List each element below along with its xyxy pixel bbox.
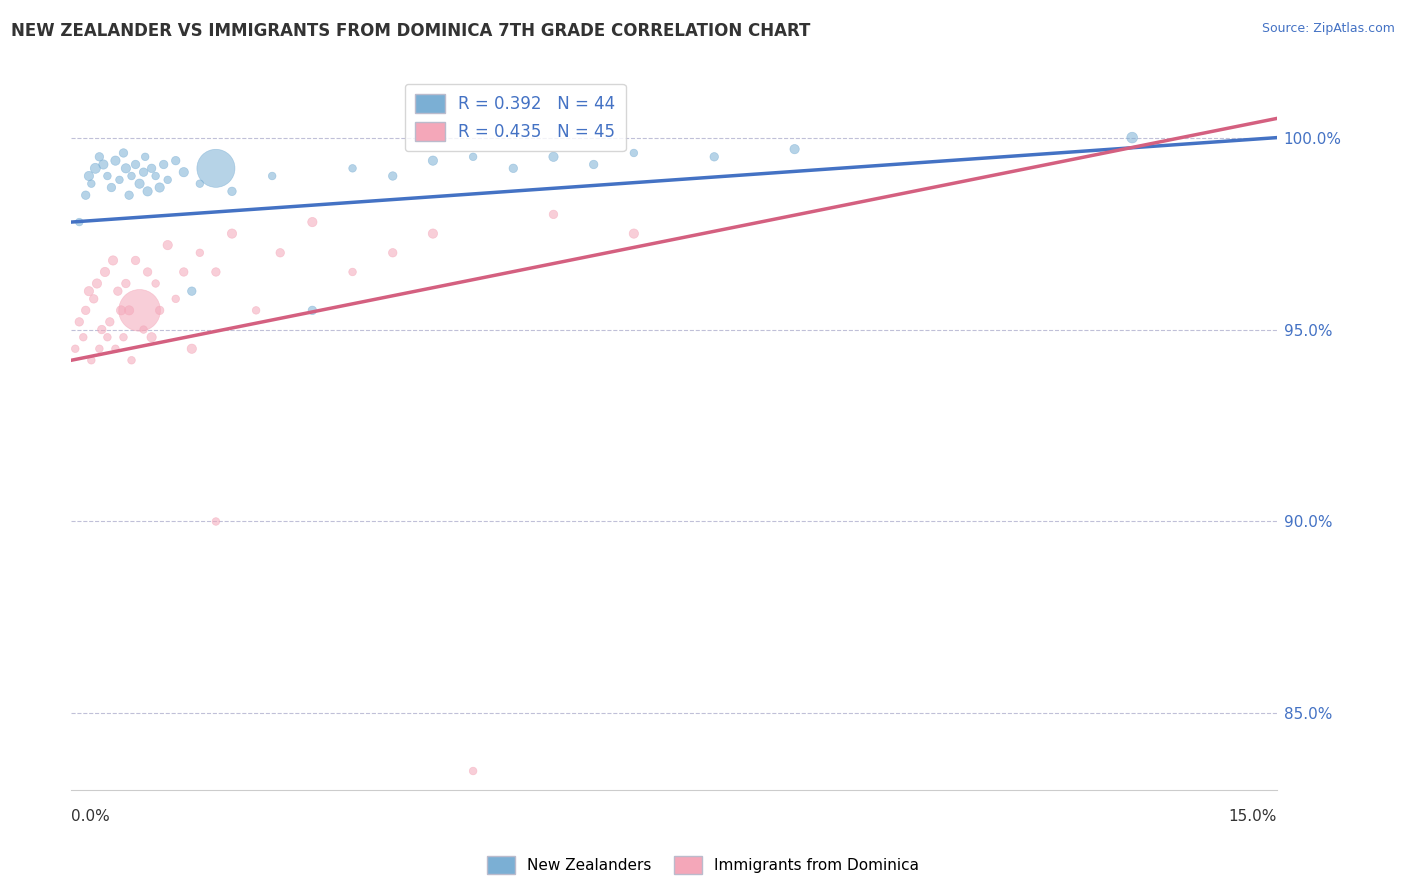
Point: [205, 161, 228, 176]
Point: [301, 215, 323, 229]
Point: [77, 169, 100, 183]
Point: [136, 265, 159, 279]
Point: [381, 169, 404, 183]
Point: [75, 188, 97, 202]
Point: [132, 165, 155, 179]
Point: [502, 161, 524, 176]
Point: [173, 265, 195, 279]
Point: [108, 173, 131, 187]
Point: [94, 265, 117, 279]
Point: [165, 292, 187, 306]
Point: [543, 207, 565, 221]
Point: [65, 342, 87, 356]
Point: [118, 303, 141, 318]
Point: [104, 153, 127, 168]
Point: [107, 284, 129, 298]
Point: [121, 169, 143, 183]
Point: [461, 764, 484, 778]
Point: [80, 177, 103, 191]
Point: [180, 284, 202, 298]
Point: [136, 185, 159, 199]
Point: [128, 177, 150, 191]
Point: [301, 303, 323, 318]
Point: [145, 169, 167, 183]
Text: Source: ZipAtlas.com: Source: ZipAtlas.com: [1261, 22, 1395, 36]
Point: [145, 277, 167, 291]
Point: [1121, 130, 1143, 145]
Text: 0.0%: 0.0%: [72, 809, 110, 824]
Point: [100, 180, 122, 194]
Point: [90, 322, 112, 336]
Point: [342, 161, 364, 176]
Point: [156, 173, 179, 187]
Point: [156, 238, 179, 252]
Point: [180, 342, 202, 356]
Point: [96, 169, 118, 183]
Point: [461, 150, 484, 164]
Point: [96, 330, 118, 344]
Point: [582, 157, 605, 171]
Point: [703, 150, 725, 164]
Point: [75, 303, 97, 318]
Point: [381, 245, 404, 260]
Point: [124, 253, 146, 268]
Point: [342, 265, 364, 279]
Point: [84, 161, 107, 176]
Point: [128, 303, 150, 318]
Point: [783, 142, 806, 156]
Point: [115, 161, 138, 176]
Point: [83, 292, 105, 306]
Point: [262, 169, 284, 183]
Point: [149, 180, 172, 194]
Text: NEW ZEALANDER VS IMMIGRANTS FROM DOMINICA 7TH GRADE CORRELATION CHART: NEW ZEALANDER VS IMMIGRANTS FROM DOMINIC…: [11, 22, 811, 40]
Point: [89, 150, 111, 164]
Point: [104, 342, 127, 356]
Point: [623, 145, 645, 160]
Point: [67, 215, 90, 229]
Point: [72, 330, 94, 344]
Point: [623, 227, 645, 241]
Point: [112, 145, 135, 160]
Point: [93, 157, 115, 171]
Point: [134, 150, 156, 164]
Point: [221, 185, 243, 199]
Point: [221, 227, 243, 241]
Point: [141, 161, 163, 176]
Text: 15.0%: 15.0%: [1229, 809, 1277, 824]
Point: [141, 330, 163, 344]
Point: [86, 277, 108, 291]
Point: [269, 245, 291, 260]
Point: [112, 330, 135, 344]
Point: [152, 157, 174, 171]
Point: [245, 303, 267, 318]
Point: [80, 353, 103, 368]
Point: [422, 153, 444, 168]
Point: [205, 265, 228, 279]
Point: [543, 150, 565, 164]
Point: [149, 303, 172, 318]
Point: [188, 245, 211, 260]
Point: [165, 153, 187, 168]
Point: [118, 188, 141, 202]
Point: [101, 253, 124, 268]
Point: [77, 284, 100, 298]
Point: [132, 322, 155, 336]
Point: [124, 157, 146, 171]
Point: [205, 515, 228, 529]
Point: [115, 277, 138, 291]
Point: [89, 342, 111, 356]
Point: [422, 227, 444, 241]
Point: [188, 177, 211, 191]
Point: [98, 315, 121, 329]
Point: [110, 303, 132, 318]
Point: [121, 353, 143, 368]
Legend: New Zealanders, Immigrants from Dominica: New Zealanders, Immigrants from Dominica: [481, 850, 925, 880]
Point: [173, 165, 195, 179]
Legend: R = 0.392   N = 44, R = 0.435   N = 45: R = 0.392 N = 44, R = 0.435 N = 45: [405, 84, 626, 151]
Point: [67, 315, 90, 329]
